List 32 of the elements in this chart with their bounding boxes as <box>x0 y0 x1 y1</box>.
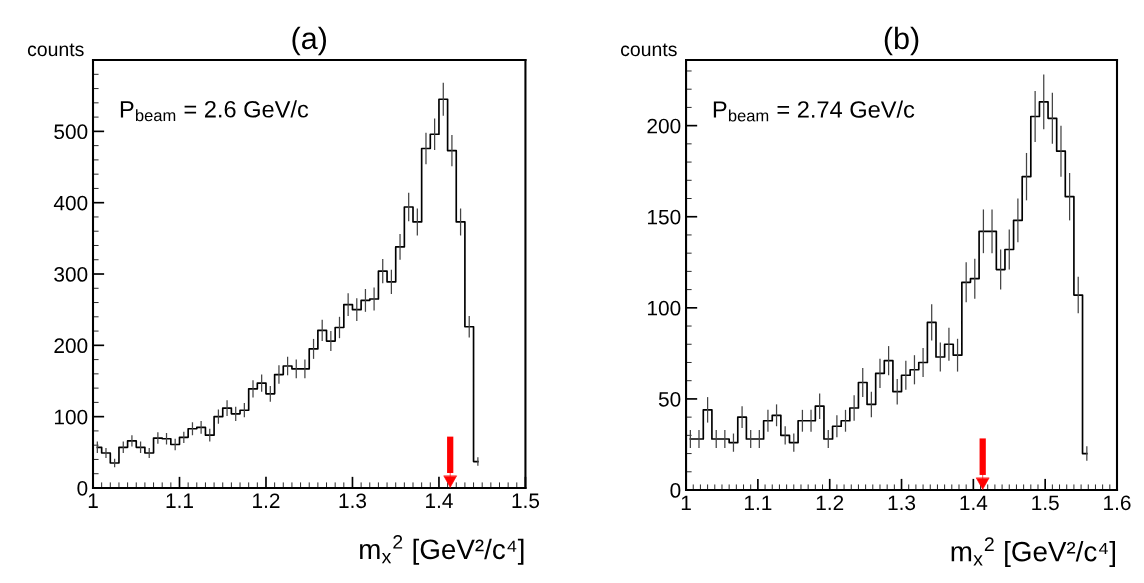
y-tick-label: 200 <box>54 338 88 354</box>
x-tick-label: 1 <box>88 493 98 508</box>
y-tick-label: 0 <box>77 480 88 496</box>
x-tick-label: 1.2 <box>253 493 280 508</box>
x-tick-label: 1.6 <box>1104 495 1131 511</box>
x-tick-label: 1.4 <box>426 493 453 508</box>
annotation: P$_{beam}$ = 2.74 GeV/c <box>713 100 915 122</box>
y-tick-label: 50 <box>658 391 681 407</box>
x-axis-title: m$_{x}$$^{2}$ [GeV²/c⁴] <box>360 535 524 565</box>
y-axis-title: counts <box>27 43 84 57</box>
y-tick-label: 100 <box>648 300 681 316</box>
x-tick-label: 1 <box>681 495 691 510</box>
y-tick-label: 300 <box>54 267 88 282</box>
x-axis-title: m$_{x}$$^{2}$ [GeV²/c⁴] <box>951 537 1115 567</box>
annotation: P$_{beam}$ = 2.6 GeV/c <box>120 100 309 122</box>
y-axis-title: counts <box>620 43 677 57</box>
x-tick-label: 1.3 <box>339 493 367 509</box>
y-tick-label: 200 <box>647 118 681 134</box>
chart-title: (a) <box>292 26 326 56</box>
x-tick-label: 1.5 <box>1032 495 1059 511</box>
x-tick-label: 1.3 <box>888 495 916 511</box>
x-tick-label: 1.4 <box>960 495 988 510</box>
y-tick-label: 0 <box>670 483 681 498</box>
y-tick-label: 150 <box>648 209 681 225</box>
x-tick-label: 1.1 <box>166 493 193 508</box>
y-tick-label: 400 <box>53 195 88 211</box>
x-tick-label: 1.5 <box>512 493 540 509</box>
x-tick-label: 1.2 <box>816 495 844 510</box>
x-tick-label: 1.1 <box>744 495 772 510</box>
chart-title: (b) <box>884 26 919 56</box>
y-tick-label: 100 <box>54 409 88 425</box>
y-tick-label: 500 <box>54 124 88 140</box>
